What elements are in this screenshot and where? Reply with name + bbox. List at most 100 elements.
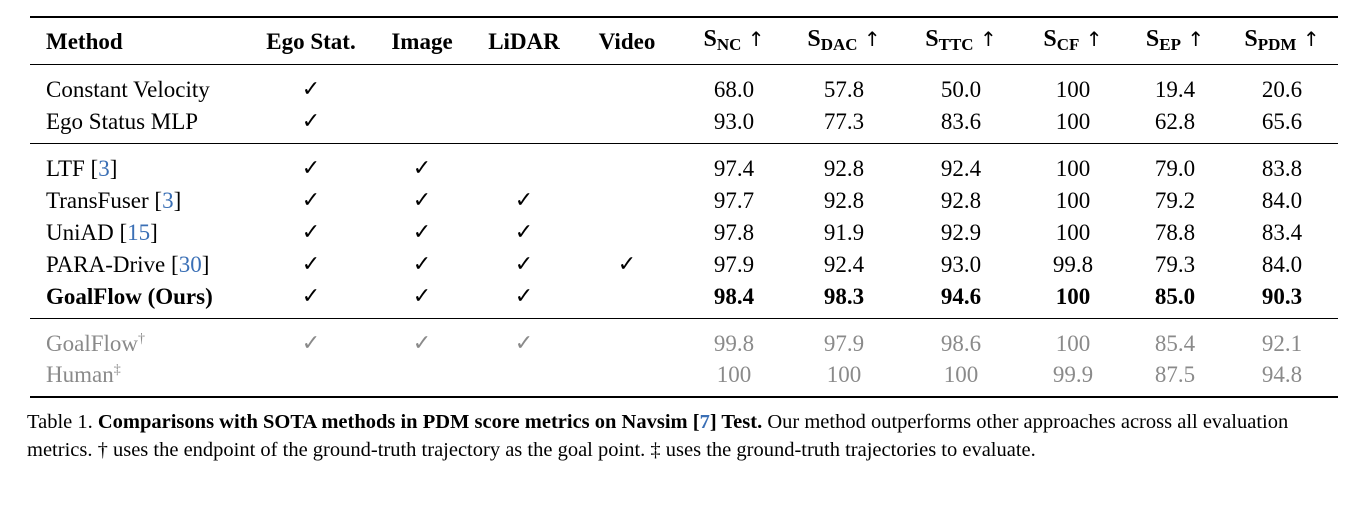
metric-value-cf: 100 (1055, 187, 1091, 213)
metric-value-nc: 97.9 (713, 251, 755, 277)
metric-value-cf: 100 (1022, 280, 1124, 319)
method-cell: Ego Status MLP (30, 105, 252, 144)
metric-value-cf: 99.9 (1022, 359, 1124, 398)
image-cell: ✓ (370, 280, 474, 319)
citation-link[interactable]: 3 (98, 155, 110, 181)
metric-value-nc: 97.7 (713, 187, 755, 213)
checkmark-icon: ✓ (514, 220, 534, 245)
metric-symbol: S (703, 25, 717, 52)
lidar-cell: ✓ (474, 216, 574, 248)
ego-cell: ✓ (252, 280, 370, 319)
metric-value-dac: 92.4 (823, 251, 865, 277)
checkmark-icon: ✓ (514, 188, 534, 213)
table-row: PARA-Drive [30] ✓ ✓ ✓ ✓ 97.9 92.4 93.0 99.8 79.3 8… (30, 248, 1338, 280)
caption-ref[interactable]: 7 (699, 411, 710, 433)
checkmark-icon: ✓ (617, 252, 637, 277)
ego-cell: ✓ (252, 65, 370, 106)
checkmark-icon: ✓ (301, 284, 321, 309)
table-row: GoalFlow (Ours) ✓ ✓ ✓ 98.4 98.3 94.6 100 85.0 90.… (30, 280, 1338, 319)
metric-value-cf: 100 (1055, 76, 1091, 102)
metric-value-ep: 79.0 (1154, 155, 1196, 181)
checkmark-icon: ✓ (514, 331, 534, 356)
table-caption: Table 1. Comparisons with SOTA methods i… (27, 408, 1345, 464)
metric-subscript: TTC (938, 34, 974, 54)
method-name: PARA-Drive (46, 251, 166, 277)
method-name: Ego Status MLP (46, 108, 199, 134)
metric-symbol: S (1043, 25, 1057, 52)
lidar-cell: ✓ (474, 319, 574, 360)
header-metric-cf: SCF ↑ (1022, 16, 1124, 65)
metric-value-dac: 97.9 (823, 330, 865, 356)
caption-text: Our method outperforms other approaches … (27, 411, 1289, 461)
citation-link[interactable]: 15 (127, 219, 151, 245)
header-metric-pdm: SPDM ↑ (1226, 16, 1338, 65)
lidar-cell (474, 65, 574, 106)
table-row: TransFuser [3] ✓ ✓ ✓ 97.7 92.8 92.8 100 79.2 84.0 (30, 184, 1338, 216)
header-lidar: LiDAR (474, 16, 574, 65)
lidar-cell: ✓ (474, 248, 574, 280)
lidar-cell: ✓ (474, 184, 574, 216)
method-cell: Human‡ (30, 359, 252, 398)
table-row: LTF [3] ✓ ✓ 97.4 92.8 92.4 100 79.0 83.8 (30, 144, 1338, 185)
metric-value-nc: 68.0 (713, 76, 755, 102)
metric-symbol: S (1145, 25, 1160, 52)
metric-value-nc: 99.8 (713, 330, 755, 356)
method-name: Constant Velocity (46, 76, 210, 102)
header-metric-ttc: STTC ↑ (900, 16, 1022, 65)
method-name: TransFuser (46, 187, 149, 213)
method-cell: GoalFlow (Ours) (30, 280, 252, 319)
up-arrow-icon: ↑ (973, 26, 997, 51)
metric-value-ttc: 98.6 (940, 330, 982, 356)
metric-value-ttc: 50.0 (940, 76, 982, 102)
metric-value-ttc: 94.6 (900, 280, 1022, 319)
checkmark-icon: ✓ (412, 331, 432, 356)
checkmark-icon: ✓ (301, 220, 321, 245)
metric-subscript: NC (716, 34, 742, 54)
method-cell: GoalFlow† (30, 319, 252, 360)
metric-value-ttc: 83.6 (900, 105, 1022, 144)
image-cell: ✓ (370, 319, 474, 360)
method-footnote-mark: ‡ (113, 362, 121, 378)
metric-value-ttc: 92.4 (940, 155, 982, 181)
method-cell: TransFuser [3] (46, 187, 182, 213)
table-row: Constant Velocity ✓ 68.0 57.8 50.0 100 19.4 20.… (30, 65, 1338, 106)
metric-subscript: EP (1159, 34, 1181, 54)
metric-value-pdm: 92.1 (1261, 330, 1303, 356)
metric-value-nc: 98.4 (680, 280, 788, 319)
checkmark-icon: ✓ (301, 252, 321, 277)
up-arrow-icon: ↑ (1296, 26, 1320, 51)
metric-value-ttc: 93.0 (940, 251, 982, 277)
checkmark-icon: ✓ (412, 252, 432, 277)
metric-value-cf: 100 (1055, 219, 1091, 245)
checkmark-icon: ✓ (412, 284, 432, 309)
metric-value-nc: 93.0 (680, 105, 788, 144)
header-metric-ep: SEP ↑ (1124, 16, 1226, 65)
ego-cell (252, 359, 370, 398)
up-arrow-icon: ↑ (1079, 26, 1103, 51)
citation-link[interactable]: 3 (162, 187, 174, 213)
image-cell (370, 65, 474, 106)
metric-value-dac: 98.3 (788, 280, 900, 319)
method-name: UniAD (46, 219, 114, 245)
metric-value-ep: 62.8 (1124, 105, 1226, 144)
video-cell (574, 280, 680, 319)
ego-cell: ✓ (252, 248, 370, 280)
ego-cell: ✓ (252, 319, 370, 360)
table-row: Human‡ 100 100 100 99.9 87.5 94.8 (30, 359, 1338, 398)
metric-value-pdm: 84.0 (1261, 251, 1303, 277)
method-cell: UniAD [15] (46, 219, 158, 245)
metric-value-ttc: 100 (900, 359, 1022, 398)
lidar-cell (474, 105, 574, 144)
citation-link[interactable]: 30 (178, 251, 202, 277)
image-cell: ✓ (370, 144, 474, 185)
video-cell (574, 216, 680, 248)
video-cell (574, 65, 680, 106)
method-footnote-mark: † (138, 330, 145, 346)
metric-value-pdm: 84.0 (1261, 187, 1303, 213)
up-arrow-icon: ↑ (741, 26, 765, 51)
caption-title-pre: Comparisons with SOTA methods in PDM sco… (97, 411, 700, 433)
header-metric-nc: SNC ↑ (680, 16, 788, 65)
checkmark-icon: ✓ (301, 109, 321, 134)
metric-value-dac: 92.8 (823, 187, 865, 213)
metric-symbol: S (807, 25, 821, 52)
